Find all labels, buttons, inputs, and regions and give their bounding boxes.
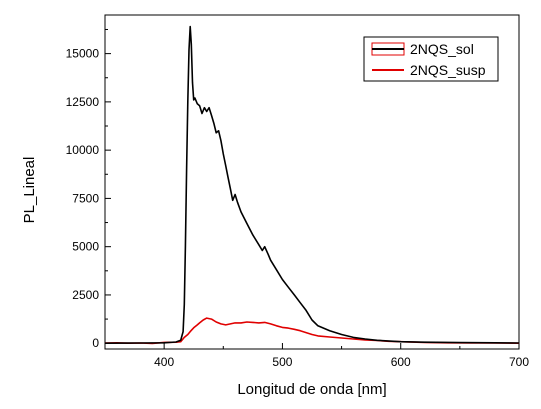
y-tick-label: 15000	[66, 47, 100, 61]
legend-entry-1: 2NQS_sol	[371, 41, 474, 57]
y-axis-title: PL_Lineal	[21, 157, 38, 224]
y-tick-label: 7500	[72, 191, 99, 205]
x-tick-label: 400	[154, 355, 174, 369]
x-tick-label: 700	[509, 355, 529, 369]
y-tick-label: 5000	[72, 240, 99, 254]
plot-frame	[104, 14, 520, 350]
series-line-2nqs-sol	[104, 25, 520, 344]
series-line-2nqs-susp	[104, 317, 520, 345]
y-tick-label: 2500	[72, 288, 99, 302]
x-axis-ticks: 400 500 600 700	[104, 343, 529, 369]
x-tick-label: 600	[391, 355, 411, 369]
legend-box	[363, 36, 499, 82]
y-tick-label: 12500	[66, 95, 100, 109]
x-tick-label: 500	[272, 355, 292, 369]
legend-entry-2: 2NQS_susp	[372, 62, 486, 78]
legend-label-2nqs-sol: 2NQS_sol	[410, 41, 474, 57]
y-tick-label: 0	[92, 336, 99, 350]
legend-label-2nqs-susp: 2NQS_susp	[410, 62, 486, 78]
x-axis-title: Longitud de onda [nm]	[237, 381, 386, 398]
legend: 2NQS_sol 2NQS_susp	[363, 36, 499, 82]
y-axis-ticks: 0 2500 5000 7500 10000 12500 15000	[66, 28, 111, 350]
y-tick-label: 10000	[66, 143, 100, 157]
series-layer	[104, 25, 520, 345]
